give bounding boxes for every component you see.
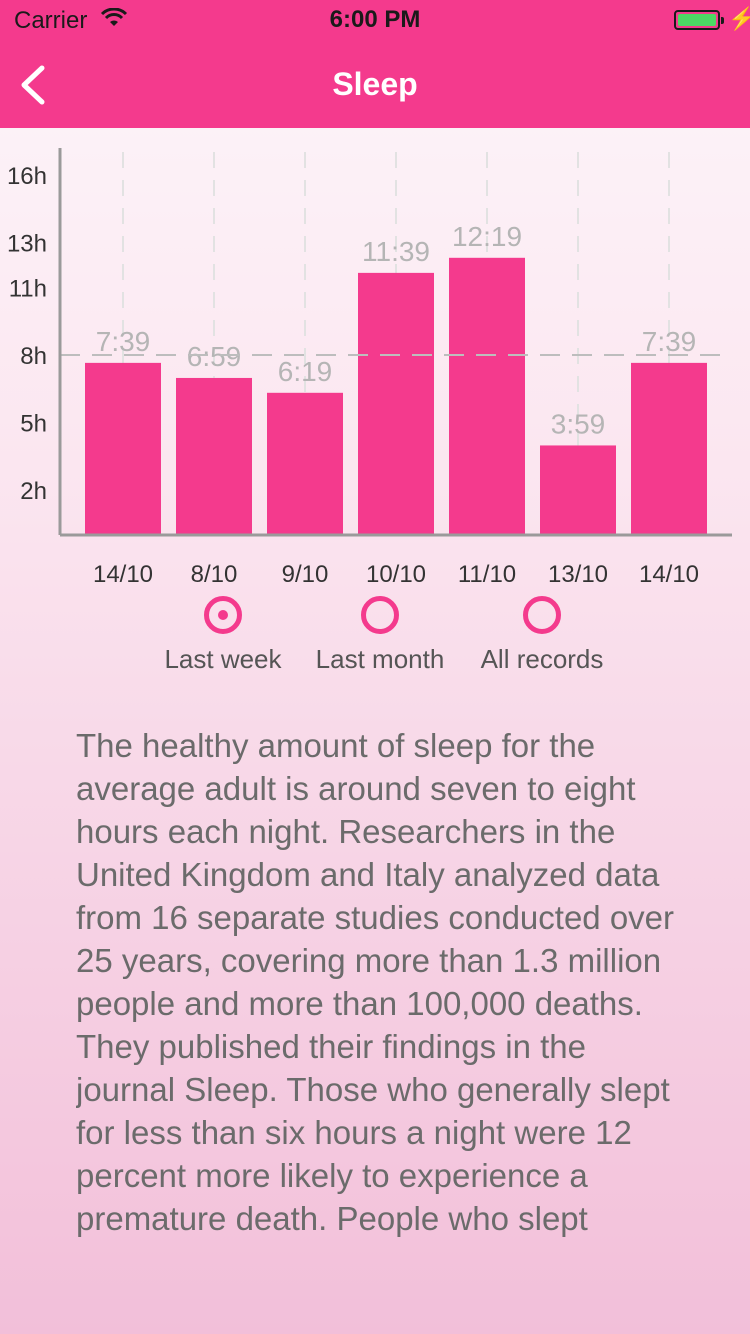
period-filter: Last week Last month All records	[0, 596, 750, 676]
bar-value-label: 7:39	[642, 326, 697, 357]
radio-unselected-icon[interactable]	[523, 596, 561, 634]
filter-all-records[interactable]: All records	[462, 596, 622, 675]
radio-selected-icon[interactable]	[204, 596, 242, 634]
chart-bar	[267, 392, 343, 535]
x-tick-label: 10/10	[366, 561, 426, 588]
filter-label: All records	[480, 644, 604, 674]
y-tick-label: 2h	[20, 478, 47, 505]
bar-value-label: 11:39	[362, 236, 430, 267]
filter-label: Last month	[315, 644, 445, 674]
battery-icon	[674, 10, 724, 30]
chart-bar	[540, 445, 616, 535]
radio-unselected-icon[interactable]	[361, 596, 399, 634]
chart-bar	[449, 257, 525, 535]
wifi-icon	[100, 8, 128, 26]
chevron-left-icon[interactable]	[14, 62, 54, 108]
chart-bar	[358, 272, 434, 535]
filter-label: Last week	[164, 644, 282, 674]
navigation-bar	[0, 0, 750, 128]
bar-value-label: 3:59	[551, 408, 606, 439]
x-tick-label: 8/10	[191, 561, 238, 588]
x-tick-label: 11/10	[458, 561, 516, 588]
chart-bar	[176, 377, 252, 535]
page-title: Sleep	[332, 66, 418, 102]
y-tick-label: 5h	[20, 411, 47, 438]
y-tick-label: 16h	[7, 163, 47, 190]
y-tick-label: 13h	[7, 231, 47, 258]
sleep-info-text: The healthy amount of sleep for the aver…	[76, 727, 675, 1237]
y-tick-label: 11h	[9, 276, 47, 303]
bar-value-label: 12:19	[452, 221, 522, 252]
sleep-bar-chart: 7:39 6:59 6:19 11:39 12:19 3:59 7:39 16h 13h 11h 8…	[7, 148, 732, 588]
filter-last-month[interactable]: Last month	[300, 596, 460, 675]
carrier-label: Carrier	[14, 7, 88, 34]
x-tick-label: 13/10	[548, 561, 608, 588]
chart-bar	[85, 362, 161, 535]
charging-bolt-icon: ⚡	[728, 6, 750, 31]
bar-value-label: 7:39	[96, 326, 151, 357]
status-time: 6:00 PM	[329, 6, 421, 33]
x-tick-label: 14/10	[639, 561, 699, 588]
x-tick-label: 14/10	[93, 561, 153, 588]
bar-value-label: 6:59	[187, 341, 242, 372]
chart-bar	[631, 362, 707, 535]
y-tick-label: 8h	[20, 343, 47, 370]
bar-value-label: 6:19	[278, 356, 333, 387]
status-bar: Carrier 6:00 PM ⚡	[0, 0, 750, 40]
x-tick-label: 9/10	[282, 561, 329, 588]
filter-last-week[interactable]: Last week	[143, 596, 303, 675]
